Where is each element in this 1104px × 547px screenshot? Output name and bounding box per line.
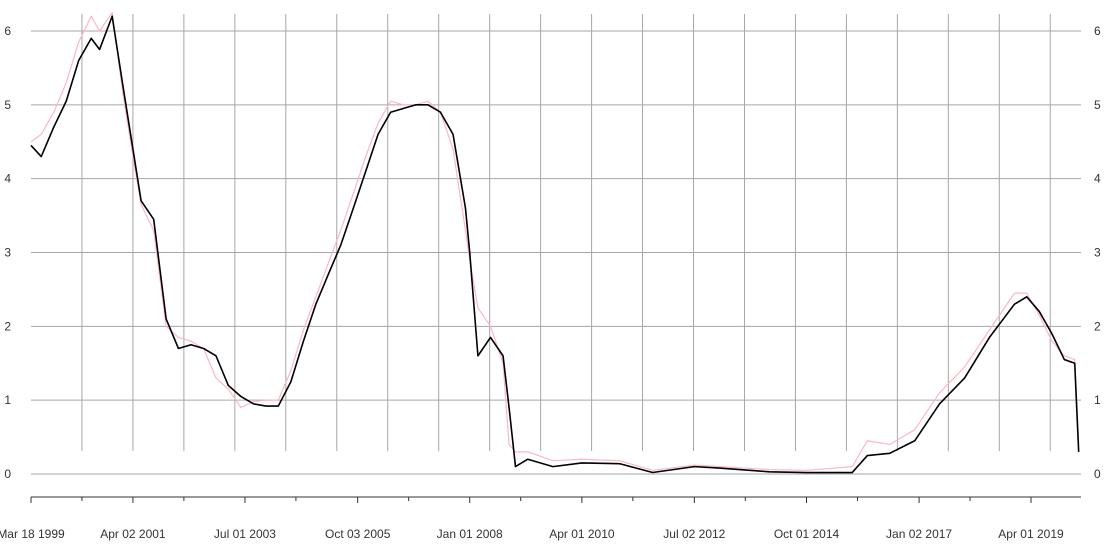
- x-tick-label: Jul 01 2003: [214, 527, 276, 541]
- horizontal-gridlines: [31, 30, 1081, 475]
- y-tick-label-left: 2: [4, 319, 11, 333]
- y-tick-label-left: 3: [4, 246, 11, 260]
- y-axis-left: 0 1 2 3 4 5 6: [4, 24, 11, 481]
- x-tick-label: Oct 01 2014: [774, 527, 840, 541]
- y-tick-label-left: 4: [4, 172, 11, 186]
- y-tick-label-right: 4: [1094, 172, 1101, 186]
- y-tick-label-right: 0: [1094, 467, 1101, 481]
- y-tick-label-left: 6: [4, 24, 11, 38]
- y-tick-label-left: 0: [4, 467, 11, 481]
- x-tick-label: Oct 03 2005: [325, 527, 391, 541]
- x-tick-label: Jan 01 2008: [437, 527, 503, 541]
- x-tick-label: Jan 02 2017: [886, 527, 952, 541]
- y-axis-right: 0 1 2 3 4 5 6: [1094, 24, 1101, 481]
- series-layer: [30, 11, 1080, 474]
- y-tick-label-right: 2: [1094, 319, 1101, 333]
- x-tick-label: Mar 18 1999: [0, 527, 65, 541]
- y-tick-label-right: 3: [1094, 246, 1101, 260]
- x-tick-label: Apr 01 2019: [998, 527, 1064, 541]
- x-axis: Mar 18 1999 Apr 02 2001 Jul 01 2003 Oct 03 …: [0, 496, 1081, 541]
- series-line-2: [30, 11, 1080, 471]
- y-tick-label-right: 1: [1094, 393, 1101, 407]
- y-tick-label-right: 5: [1094, 98, 1101, 112]
- series-line-1: [30, 15, 1080, 474]
- vertical-gridlines: [81, 14, 1051, 451]
- x-tick-label: Apr 02 2001: [100, 527, 166, 541]
- x-tick-label: Apr 01 2010: [549, 527, 615, 541]
- y-tick-label-left: 5: [4, 98, 11, 112]
- x-tick-label: Jul 02 2012: [663, 527, 725, 541]
- y-tick-label-right: 6: [1094, 24, 1101, 38]
- y-tick-label-left: 1: [4, 393, 11, 407]
